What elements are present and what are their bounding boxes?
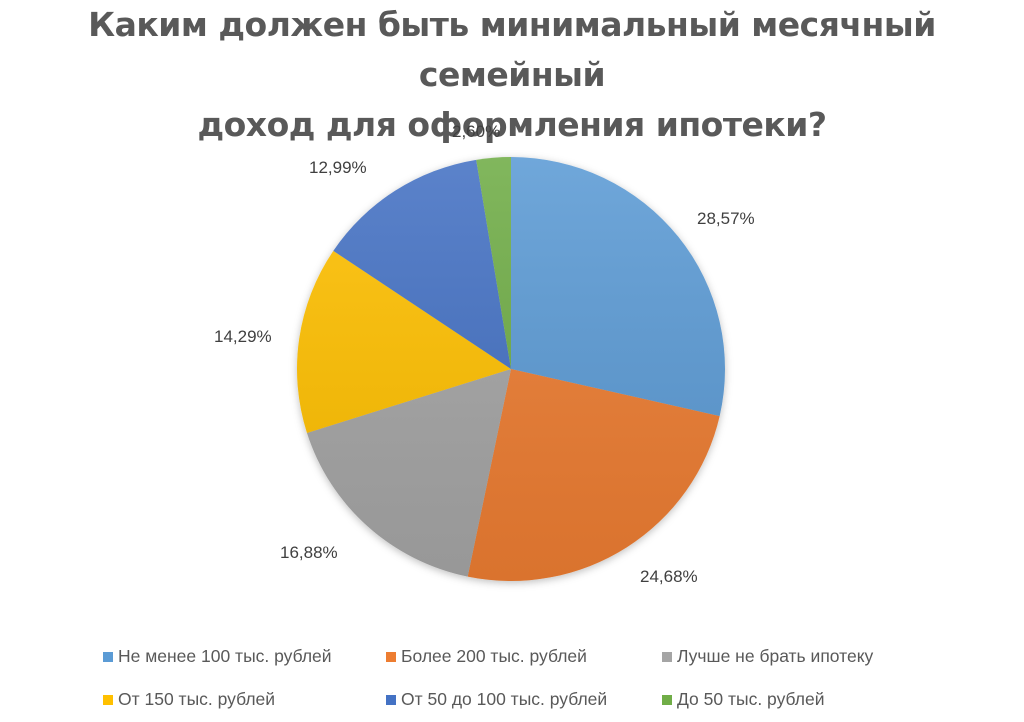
legend-item: Не менее 100 тыс. рублей <box>103 646 332 667</box>
legend-label: До 50 тыс. рублей <box>677 689 825 709</box>
legend-label: От 50 до 100 тыс. рублей <box>401 689 608 709</box>
legend-label: Более 200 тыс. рублей <box>401 646 587 666</box>
data-label: 24,68% <box>640 567 698 586</box>
legend-swatch-icon <box>386 694 396 705</box>
legend-label: Не менее 100 тыс. рублей <box>118 646 332 666</box>
legend-item: Лучше не брать ипотеку <box>662 646 873 667</box>
legend-swatch-icon <box>662 694 672 705</box>
data-label: 12,99% <box>309 158 367 177</box>
legend-swatch-icon <box>386 651 396 662</box>
data-label: 2,60% <box>452 122 501 141</box>
legend-item: От 50 до 100 тыс. рублей <box>386 689 607 710</box>
chart-title: Каким должен быть минимальный месячный с… <box>0 0 1024 150</box>
legend-label: Лучше не брать ипотеку <box>677 646 874 666</box>
legend-swatch-icon <box>103 651 113 662</box>
legend-item: От 150 тыс. рублей <box>103 689 275 710</box>
data-label: 14,29% <box>214 327 272 346</box>
legend-item: Более 200 тыс. рублей <box>386 646 587 667</box>
legend-label: От 150 тыс. рублей <box>118 689 276 709</box>
legend-swatch-icon <box>662 651 672 662</box>
chart-title-line-2: доход для оформления ипотеки? <box>197 105 827 144</box>
data-label: 28,57% <box>697 209 755 228</box>
legend-item: До 50 тыс. рублей <box>662 689 824 710</box>
chart-title-line-1: Каким должен быть минимальный месячный с… <box>88 5 936 94</box>
legend-swatch-icon <box>103 694 113 705</box>
data-label: 16,88% <box>280 543 338 562</box>
